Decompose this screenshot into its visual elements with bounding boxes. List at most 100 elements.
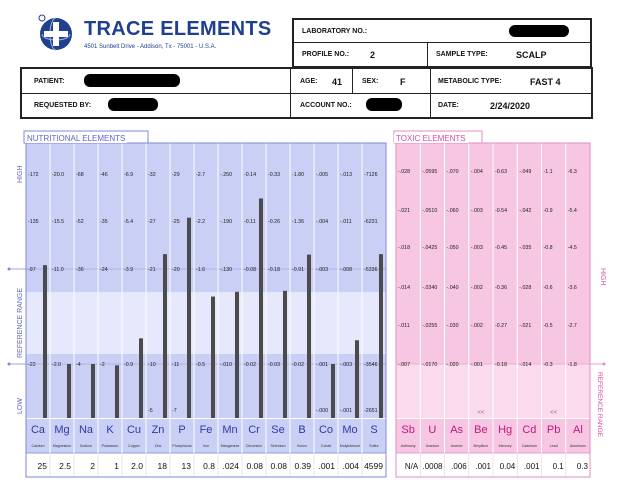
- toxic-range-label: -.021: [398, 208, 410, 214]
- nutritional-range-label: -11: [172, 362, 179, 368]
- toxic-range-label: -.004: [471, 169, 483, 175]
- toxic-range-label: -0.6: [544, 285, 553, 291]
- element-name-mg: Magnesium: [53, 444, 72, 448]
- patient-label: PATIENT:: [34, 78, 65, 85]
- symbol-al: Al: [573, 424, 583, 436]
- left-marker-lower-dot: [7, 362, 11, 366]
- toxic-range-label: -.049: [519, 169, 531, 175]
- nutritional-range-label: -2.7: [196, 172, 205, 178]
- bar-mg: [67, 364, 71, 418]
- toxic-range-label: -3.6: [568, 285, 577, 291]
- nutritional-range-label: -36: [76, 267, 84, 273]
- toxic-range-label: -2.7: [568, 323, 577, 329]
- symbol-zn: Zn: [152, 424, 165, 436]
- toxic-range-label: -.002: [471, 285, 483, 291]
- bar-cu: [139, 338, 143, 418]
- nutritional-symbol-row: [26, 419, 386, 453]
- element-name-ca: Calcium: [32, 444, 45, 448]
- result-ca: 25: [38, 461, 48, 471]
- bar-mn: [235, 291, 239, 418]
- result-co: .001: [318, 461, 335, 471]
- symbol-be: Be: [474, 424, 487, 436]
- nutritional-range-label: -6.9: [124, 172, 133, 178]
- toxic-range-label: -.014: [398, 285, 410, 291]
- result-s: 4599: [364, 461, 383, 471]
- bar-s: [379, 254, 383, 418]
- nutritional-range-label: -6231: [364, 219, 378, 225]
- requested-by-label: REQUESTED BY:: [34, 102, 92, 109]
- right-marker-lower-dot: [602, 362, 606, 366]
- redacted-requester: [108, 98, 158, 111]
- element-name-al: Aluminum: [570, 444, 586, 448]
- result-fe: 0.8: [203, 461, 215, 471]
- nutritional-title-tab: [23, 130, 149, 144]
- nutritional-range-label: -0.03: [268, 362, 280, 368]
- nutritional-range-label: -35: [100, 219, 108, 225]
- nutritional-low-label: -5: [148, 408, 153, 414]
- nutritional-low-label: -.000: [316, 408, 328, 414]
- symbol-p: P: [178, 424, 185, 436]
- result-mg: 2.5: [59, 461, 71, 471]
- toxic-reference-range-axis-label: REFERENCE RANGE: [596, 372, 603, 438]
- nutritional-range-label: -0.26: [268, 219, 280, 225]
- symbol-sb: Sb: [401, 424, 414, 436]
- nutritional-range-label: -0.02: [292, 362, 304, 368]
- toxic-range-label: -.0340: [422, 285, 437, 291]
- nutritional-range-label: -.005: [316, 172, 328, 178]
- nutritional-range-label: -46: [100, 172, 108, 178]
- toxic-range-label: -0.18: [495, 362, 507, 368]
- age-value: 41: [332, 77, 343, 87]
- toxic-below-range-mark: <<: [477, 410, 485, 416]
- symbol-mg: Mg: [54, 424, 69, 436]
- toxic-range-label: -.003: [471, 208, 483, 214]
- nutritional-range-label: -0.11: [244, 219, 256, 225]
- nutritional-range-label: -27: [148, 219, 156, 225]
- nutritional-range-label: -20: [172, 267, 180, 273]
- toxic-range-label: -.042: [519, 208, 531, 214]
- result-cu: 2.0: [131, 461, 143, 471]
- nutritional-range-label: -24: [100, 267, 108, 273]
- toxic-range-label: -.0595: [422, 169, 437, 175]
- nutritional-panel-border: [25, 142, 387, 478]
- toxic-range-label: -.021: [519, 323, 531, 329]
- toxic-range-label: -.0510: [422, 208, 437, 214]
- toxic-range-label: -5.4: [568, 208, 577, 214]
- nutritional-range-label: -0.14: [244, 172, 256, 178]
- sex-label: SEX:: [362, 78, 379, 85]
- toxic-range-label: -6.3: [568, 169, 577, 175]
- bar-cr: [259, 198, 263, 418]
- nutritional-range-label: -0.08: [244, 267, 256, 273]
- element-name-se: Selenium: [271, 444, 286, 448]
- nutritional-range-label: -22: [28, 362, 36, 368]
- nutritional-range-label: -0.33: [268, 172, 280, 178]
- symbol-pb: Pb: [547, 424, 560, 436]
- toxic-range-label: -.060: [447, 208, 459, 214]
- sex-value: F: [400, 77, 406, 87]
- nutritional-range-label: -.250: [220, 172, 232, 178]
- result-sb: N/A: [405, 462, 419, 471]
- nutritional-range-label: -135: [28, 219, 39, 225]
- element-name-u: Uranium: [426, 444, 440, 448]
- toxic-range-label: -.030: [447, 323, 459, 329]
- toxic-range-label: -.0255: [422, 323, 437, 329]
- symbol-hg: Hg: [498, 424, 512, 436]
- reference-range-axis-label: REFERENCE RANGE: [17, 287, 24, 358]
- nutritional-range-label: -.011: [340, 219, 352, 225]
- element-name-be: Beryllium: [473, 444, 488, 448]
- nutritional-range-label: -0.91: [292, 267, 304, 273]
- nutritional-elements-title: NUTRITIONAL ELEMENTS: [25, 134, 128, 143]
- element-name-cr: Chromium: [246, 444, 263, 448]
- nutritional-range-label: -15.5: [52, 219, 64, 225]
- element-name-k: Potassium: [102, 444, 119, 448]
- nutritional-range-label: -.001: [316, 362, 328, 368]
- bar-ca: [43, 265, 47, 418]
- nutritional-range-label: -4: [76, 362, 81, 368]
- nutritional-range-label: -10: [148, 362, 156, 368]
- toxic-range-label: -.011: [398, 323, 410, 329]
- result-as: .006: [451, 462, 467, 471]
- result-k: 1: [114, 461, 119, 471]
- high-axis-label: HIGH: [17, 165, 24, 184]
- result-mn: .024: [222, 461, 239, 471]
- symbol-cd: Cd: [522, 424, 536, 436]
- result-p: 13: [182, 461, 192, 471]
